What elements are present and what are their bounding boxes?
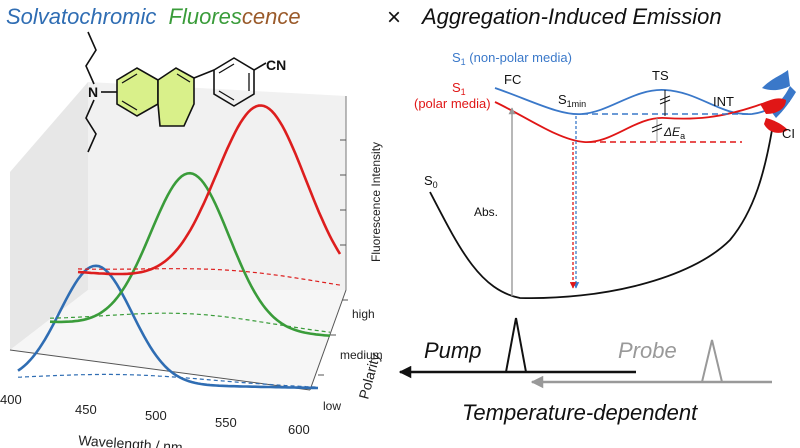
xtick-550: 550	[215, 415, 237, 430]
plot3d-floor	[10, 290, 346, 390]
title-times: ×	[387, 4, 401, 31]
spectrum-low-aggregate	[17, 373, 319, 388]
title-fluorescence-tail: cence	[242, 4, 301, 29]
molecule-amine-n: N	[88, 84, 98, 100]
plot3d-xaxis	[9, 349, 311, 391]
energy-diagram	[429, 70, 796, 300]
ci-cone-upper-red	[760, 98, 786, 114]
ztick-medium: medium	[340, 348, 383, 362]
spectrum-medium-aggregate	[49, 312, 331, 333]
pump-pulse	[505, 317, 527, 373]
plot3d-yticks	[340, 139, 346, 246]
molecule-propyl-lower	[85, 99, 97, 153]
label-s1-polar: S1	[452, 80, 466, 97]
xtick-600: 600	[288, 422, 310, 437]
ztick-low: low	[323, 399, 341, 413]
label-ci: CI	[782, 126, 795, 141]
title-fluorescence-mid: luores	[182, 4, 242, 29]
xaxis-title: Wavelength / nm	[78, 432, 183, 448]
title-line: Solvatochromic Fluorescence	[6, 4, 301, 29]
label-pump: Pump	[424, 338, 481, 363]
title-aie: Aggregation-Induced Emission	[420, 4, 722, 29]
label-temperature-dependent: Temperature-dependent	[462, 400, 698, 425]
xtick-400: 400	[0, 392, 22, 407]
label-int: INT	[713, 94, 734, 109]
spectrum-medium	[49, 171, 331, 337]
label-delta-ea: ΔEa	[663, 125, 685, 141]
molecule-cycloheptene-ring	[157, 67, 195, 127]
s1-polar-curve	[494, 99, 791, 143]
spectrum-high-aggregate	[77, 268, 341, 286]
molecule-nitrile: CN	[266, 57, 286, 73]
spectra-group	[17, 104, 342, 390]
s0-curve	[429, 129, 773, 300]
title-fluorescence-f: F	[169, 4, 184, 29]
label-polar-media: (polar media)	[414, 96, 491, 111]
xtick-450: 450	[75, 402, 97, 417]
spectrum-high	[77, 104, 342, 276]
molecule-structure: N CN	[85, 31, 286, 153]
label-s0: S0	[424, 173, 438, 190]
label-s1min: S1min	[558, 92, 586, 109]
plot3d-back-wall	[88, 82, 346, 290]
probe-pulse	[701, 339, 723, 383]
plot3d-box	[9, 82, 348, 391]
title-solvatochromic: Solvatochromic	[6, 4, 156, 29]
ci-cone-lower-red	[764, 118, 788, 133]
label-abs: Abs.	[474, 205, 498, 219]
molecule-propyl-upper	[85, 31, 97, 85]
ztick-high: high	[352, 307, 375, 321]
plot3d-side-wall	[10, 82, 88, 350]
label-probe: Probe	[618, 338, 677, 363]
label-fc: FC	[504, 72, 521, 87]
molecule-phenyl-ring	[213, 57, 255, 107]
spectrum-low	[17, 264, 319, 390]
plot3d-zticks	[318, 299, 348, 376]
s1-nonpolar-curve	[494, 87, 791, 115]
pump-probe-schematic	[398, 317, 772, 389]
plot3d-zaxis	[309, 289, 347, 391]
xtick-500: 500	[145, 408, 167, 423]
ci-cone-upper-blue	[762, 70, 790, 91]
label-s1-nonpolar: S1 (non-polar media)	[452, 50, 572, 67]
yaxis-title: Fluorescence Intensity	[369, 142, 383, 262]
label-ts: TS	[652, 68, 669, 83]
